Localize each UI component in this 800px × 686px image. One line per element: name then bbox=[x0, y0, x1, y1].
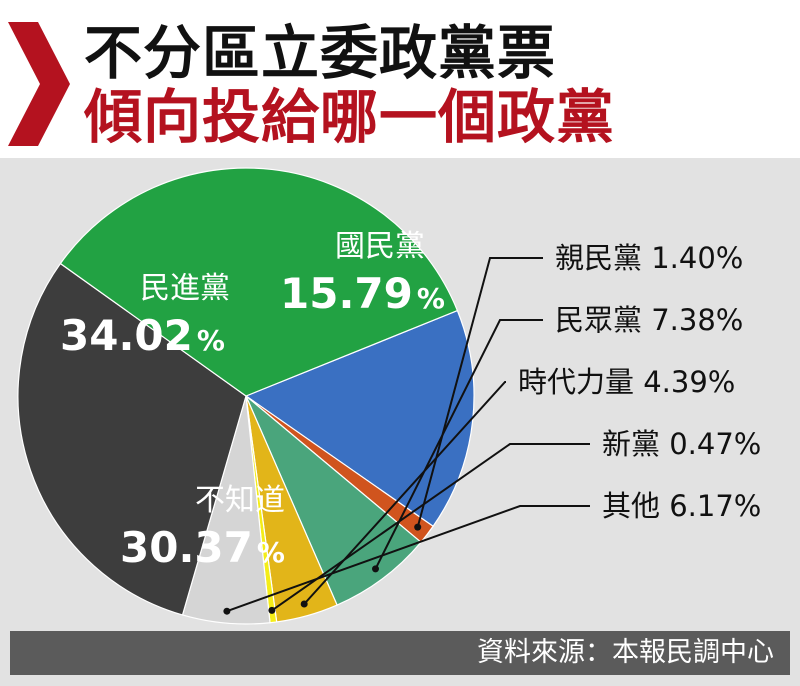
leader-dot bbox=[372, 565, 379, 573]
pie-slice-slice-1 bbox=[244, 309, 475, 528]
slice-value-label: 15.79% bbox=[280, 269, 445, 318]
slice-outside-label: 其他 6.17% bbox=[602, 489, 761, 523]
leader-line bbox=[271, 443, 590, 612]
slice-name-label: 國民黨 bbox=[335, 229, 425, 264]
slice-outside-label: 時代力量 4.39% bbox=[518, 365, 735, 399]
pie-slice-slice-8 bbox=[59, 167, 459, 397]
leader-dot bbox=[268, 606, 276, 614]
slice-name-label: 不知道 bbox=[195, 483, 285, 518]
leader-line bbox=[303, 381, 506, 605]
slice-outside-label: 新黨 0.47% bbox=[602, 427, 761, 461]
leader-dot bbox=[300, 600, 308, 608]
slice-outside-label: 民眾黨 7.38% bbox=[555, 303, 743, 337]
chart-panel: 國民黨 15.79% 不知道 30.37% 民進黨 34.02% 親民黨 1.40% 民眾黨 … bbox=[0, 158, 800, 686]
header: 不分區立委政黨票 傾向投給哪一個政黨 bbox=[0, 0, 800, 158]
leader-line bbox=[226, 505, 590, 613]
pie-slice-slice-7 bbox=[17, 262, 247, 616]
chevron-icon bbox=[8, 22, 70, 146]
chart-subtitle: 傾向投給哪一個政黨 bbox=[84, 83, 616, 151]
leader-dot bbox=[223, 607, 231, 615]
footer-bar: 資料來源：本報民調中心 bbox=[10, 631, 790, 675]
leader-dot bbox=[414, 523, 422, 531]
slice-name-label: 民進黨 bbox=[140, 271, 230, 306]
pie-slice-slice-3 bbox=[245, 395, 422, 606]
source-note: 資料來源：本報民調中心 bbox=[477, 637, 774, 668]
slice-outside-label: 親民黨 1.40% bbox=[555, 241, 743, 275]
chart-title: 不分區立委政黨票 bbox=[84, 19, 557, 87]
leader-line bbox=[374, 319, 543, 570]
